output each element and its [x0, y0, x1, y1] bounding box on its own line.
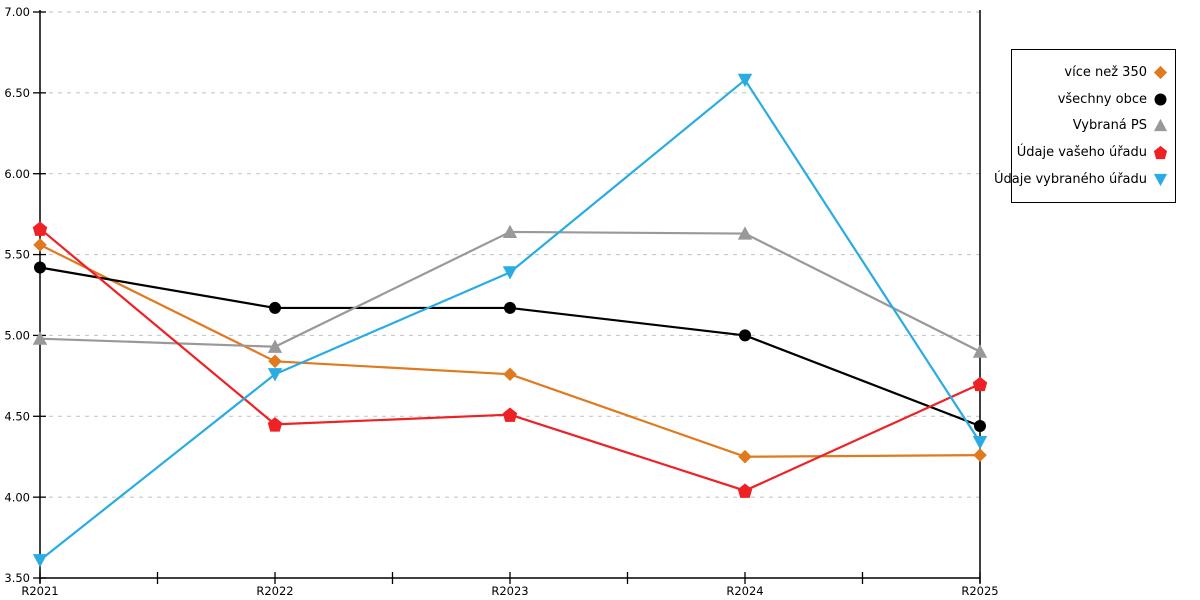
y-axis-tick-label: 6.00 [4, 167, 30, 181]
data-point [972, 344, 988, 358]
data-point [32, 221, 48, 236]
legend-label: více než 350 [1064, 64, 1147, 80]
y-axis-tick-label: 4.50 [4, 409, 30, 423]
data-point [502, 407, 518, 422]
legend-label: Údaje vašeho úřadu [1016, 145, 1147, 161]
x-axis-tick-label: R2025 [961, 584, 998, 598]
data-point [972, 376, 988, 392]
circle-marker-icon [1154, 93, 1167, 106]
series-circle [34, 261, 986, 432]
data-point [32, 331, 48, 345]
data-point [267, 417, 283, 432]
data-point [974, 419, 986, 432]
data-point [267, 339, 283, 353]
y-axis-tick-label: 7.00 [4, 5, 30, 19]
data-point [737, 226, 753, 240]
series-triangle-down [32, 73, 988, 568]
data-point [268, 354, 282, 369]
series-triangle-up [32, 224, 988, 358]
data-point [739, 329, 751, 342]
data-point [32, 554, 48, 568]
pentagon-marker-icon [1153, 146, 1168, 160]
gridlines [40, 11, 980, 498]
legend-label: Vybraná PS [1072, 118, 1147, 134]
y-axis-tick-label: 4.00 [4, 490, 30, 504]
x-axis-tick-label: R2021 [21, 584, 58, 598]
legend-item-udaje-vaseho-uradu: Údaje vašeho úřadu [1016, 145, 1168, 160]
data-point [267, 368, 283, 382]
data-point [34, 261, 46, 274]
data-point [738, 449, 752, 464]
data-point [503, 367, 517, 382]
data-point [504, 301, 516, 314]
x-axis-tick-label: R2023 [491, 584, 528, 598]
y-axis-tick-label: 3.50 [4, 571, 30, 585]
legend: více než 350 všechny obce Vybraná PS Úda… [994, 49, 1176, 203]
legend-item-vice-nez-350: více než 350 [1016, 65, 1168, 80]
y-axis-tick-label: 5.50 [4, 248, 30, 262]
legend-item-vybrana-ps: Vybraná PS [1016, 118, 1168, 133]
y-axis-tick-label: 6.50 [4, 86, 30, 100]
data-point [737, 73, 753, 88]
legend-label: Údaje vybraného úřadu [993, 172, 1147, 188]
data-point [269, 301, 281, 314]
legend-item-vsechny-obce: všechny obce [1016, 92, 1168, 107]
data-point [502, 224, 518, 239]
data-point [973, 448, 987, 462]
x-axis-tick-label: R2022 [256, 584, 293, 598]
legend-label: všechny obce [1057, 91, 1147, 107]
data-point [737, 483, 753, 498]
data-point [33, 238, 47, 252]
legend-item-udaje-vybraneho-uradu: Údaje vybraného úřadu [994, 172, 1168, 187]
triangle-up-marker-icon [1153, 119, 1168, 132]
data-point [502, 266, 518, 280]
x-axis-tick-label: R2024 [726, 584, 763, 598]
y-axis-tick-label: 5.00 [4, 329, 30, 343]
diamond-marker-icon [1153, 65, 1168, 79]
data-point [972, 436, 988, 450]
series-pentagon [32, 221, 988, 498]
triangle-down-marker-icon [1153, 174, 1168, 187]
